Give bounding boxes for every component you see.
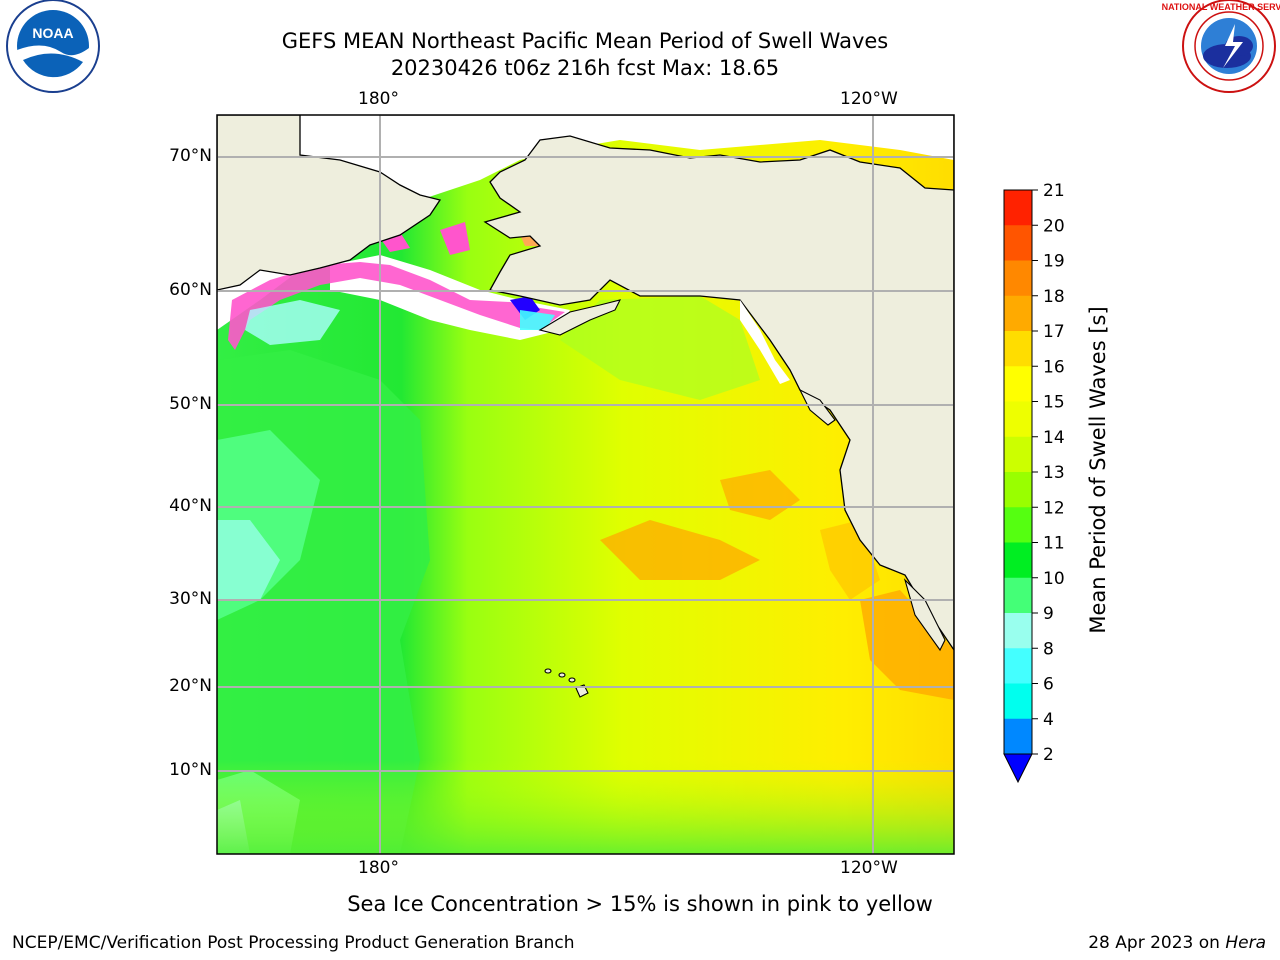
colorbar-segment [1004,472,1032,508]
footer-date-text: 28 Apr 2023 on [1088,933,1226,953]
colorbar-extend-arrow [1003,753,1033,784]
nws-logo: NATIONAL WEATHER SERVICE [1162,0,1280,93]
colorbar-segment [1004,613,1032,649]
colorbar-tick-label: 9 [1043,604,1054,624]
chart-subtitle: 20230426 t06z 216h fcst Max: 18.65 [390,56,780,80]
colorbar-segment [1004,507,1032,543]
colorbar-tick-label: 21 [1043,181,1065,201]
colorbar-tick-label: 17 [1043,322,1065,342]
lat-label-40n: 40°N [169,496,212,516]
colorbar-segment [1004,295,1032,332]
colorbar-tick-label: 15 [1043,393,1065,413]
colorbar-tick-label: 6 [1043,675,1054,695]
colorbar-tick-label: 14 [1043,428,1065,448]
colorbar-segment [1004,683,1032,720]
lat-label-50n: 50°N [169,394,212,414]
colorbar-segment [1004,436,1032,473]
colorbar-segment [1004,366,1032,402]
land-siberia [217,115,442,291]
colorbar: 21 20 19 18 17 16 15 14 13 12 11 10 9 8 6 4 2 [1003,181,1065,784]
colorbar-tick-label: 10 [1043,569,1065,589]
colorbar-tick-label: 19 [1043,252,1065,272]
colorbar-tick-label: 20 [1043,216,1065,236]
lat-label-10n: 10°N [169,760,212,780]
lon-label-bottom-120w: 120°W [840,858,898,878]
colorbar-tick-label: 11 [1043,534,1065,554]
lon-label-top-120w: 120°W [840,89,898,109]
colorbar-tick-label: 16 [1043,357,1065,377]
map-panel [217,115,954,854]
lat-label-20n: 20°N [169,676,212,696]
colorbar-tick-label: 13 [1043,463,1065,483]
colorbar-tick-label: 8 [1043,639,1054,659]
noaa-logo-text: NOAA [32,25,73,41]
map-frame [216,114,955,855]
sea-ice-note-text: Sea Ice Concentration > 15% is shown in … [347,892,933,916]
nws-logo-text: NATIONAL WEATHER SERVICE [1162,2,1280,12]
colorbar-segment [1004,401,1032,438]
lat-label-30n: 30°N [169,589,212,609]
footer-host: Hera [1225,933,1266,953]
footer-date: 28 Apr 2023 on Hera [1088,933,1266,953]
noaa-logo: NOAA [6,0,100,93]
colorbar-segment [1004,225,1032,261]
colorbar-segment [1004,190,1032,226]
footer-credit: NCEP/EMC/Verification Post Processing Pr… [12,933,575,953]
colorbar-segment [1004,648,1032,684]
sea-ice-note: Sea Ice Concentration > 15% is shown in … [0,892,1280,916]
lat-label-70n: 70°N [169,146,212,166]
land-north-america [380,115,954,652]
colorbar-segment [1004,260,1032,297]
map-gridlines [217,115,954,854]
colorbar-tick-label: 18 [1043,287,1065,307]
colorbar-segment [1004,718,1032,755]
colorbar-segment [1004,577,1032,614]
colorbar-tick-label: 2 [1043,745,1054,765]
colorbar-tick-label: 12 [1043,498,1065,518]
sea-ice-band [228,262,565,350]
colorbar-tick-label: 4 [1043,710,1054,730]
lat-label-60n: 60°N [169,280,212,300]
lon-label-bottom-180: 180° [358,858,399,878]
colorbar-label: Mean Period of Swell Waves [s] [1086,306,1110,634]
chart-title: GEFS MEAN Northeast Pacific Mean Period … [281,29,889,53]
colorbar-segment [1004,542,1032,579]
colorbar-segment [1004,331,1032,367]
lon-label-top-180: 180° [358,89,399,109]
